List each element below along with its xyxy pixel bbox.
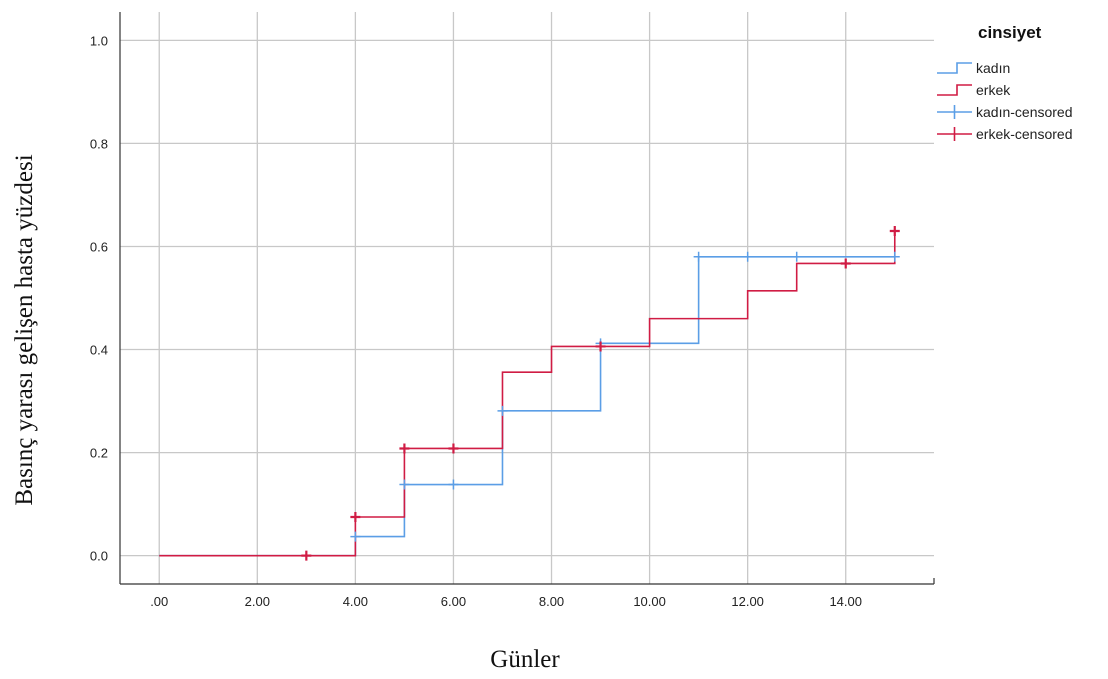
censored-mark-erkek (889, 226, 900, 237)
y-tick-label: 1.0 (90, 33, 108, 48)
legend-label: kadın (976, 60, 1010, 76)
grid-lines (120, 12, 934, 584)
censored-mark-kadin (889, 251, 900, 262)
censored-mark-erkek (448, 443, 459, 454)
x-tick-label: 10.00 (633, 594, 666, 609)
censored-mark-erkek (595, 341, 606, 352)
x-tick-label: 14.00 (829, 594, 862, 609)
legend-swatch-step (937, 62, 972, 74)
censored-mark-erkek (301, 550, 312, 561)
y-axis-title: Basınç yarası gelişen hasta yüzdesi (11, 154, 38, 505)
x-tick-label: .00 (150, 594, 168, 609)
censored-mark-kadin (448, 479, 459, 490)
legend-label: kadın-censored (976, 104, 1073, 120)
legend-label: erkek-censored (976, 126, 1073, 142)
axes (119, 12, 935, 585)
censored-mark-erkek (399, 443, 410, 454)
y-tick-label: 0.6 (90, 239, 108, 254)
censored-marks (301, 226, 900, 561)
legend-label: erkek (976, 82, 1011, 98)
x-tick-label: 8.00 (539, 594, 564, 609)
x-tick-label: 4.00 (343, 594, 368, 609)
x-tick-label: 2.00 (245, 594, 270, 609)
censored-mark-erkek (350, 512, 361, 523)
x-tick-label: 12.00 (731, 594, 764, 609)
x-axis-title: Günler (490, 646, 560, 673)
y-tick-label: 0.4 (90, 343, 108, 358)
censored-mark-kadin (350, 531, 361, 542)
censored-mark-kadin (742, 251, 753, 262)
series-line-erkek (159, 231, 896, 557)
censored-mark-kadin (497, 405, 508, 416)
y-tick-label: 0.8 (90, 136, 108, 151)
censored-mark-kadin (399, 479, 410, 490)
y-tick-label: 0.0 (90, 549, 108, 564)
legend: cinsiyet kadın erkek kadın-censored erkek-c… (937, 23, 1073, 142)
x-tick-label: 6.00 (441, 594, 466, 609)
tick-labels: .00 2.00 4.00 6.00 8.00 10.00 12.00 14.00 0.0 0.2… (90, 33, 862, 609)
series-lines (159, 231, 896, 557)
censored-mark-erkek (840, 258, 851, 269)
legend-title: cinsiyet (978, 23, 1042, 42)
censored-mark-kadin (791, 251, 802, 262)
legend-swatch-step (937, 84, 972, 96)
series-line-kadin (159, 255, 895, 557)
y-tick-label: 0.2 (90, 446, 108, 461)
censored-mark-kadin (693, 251, 704, 262)
